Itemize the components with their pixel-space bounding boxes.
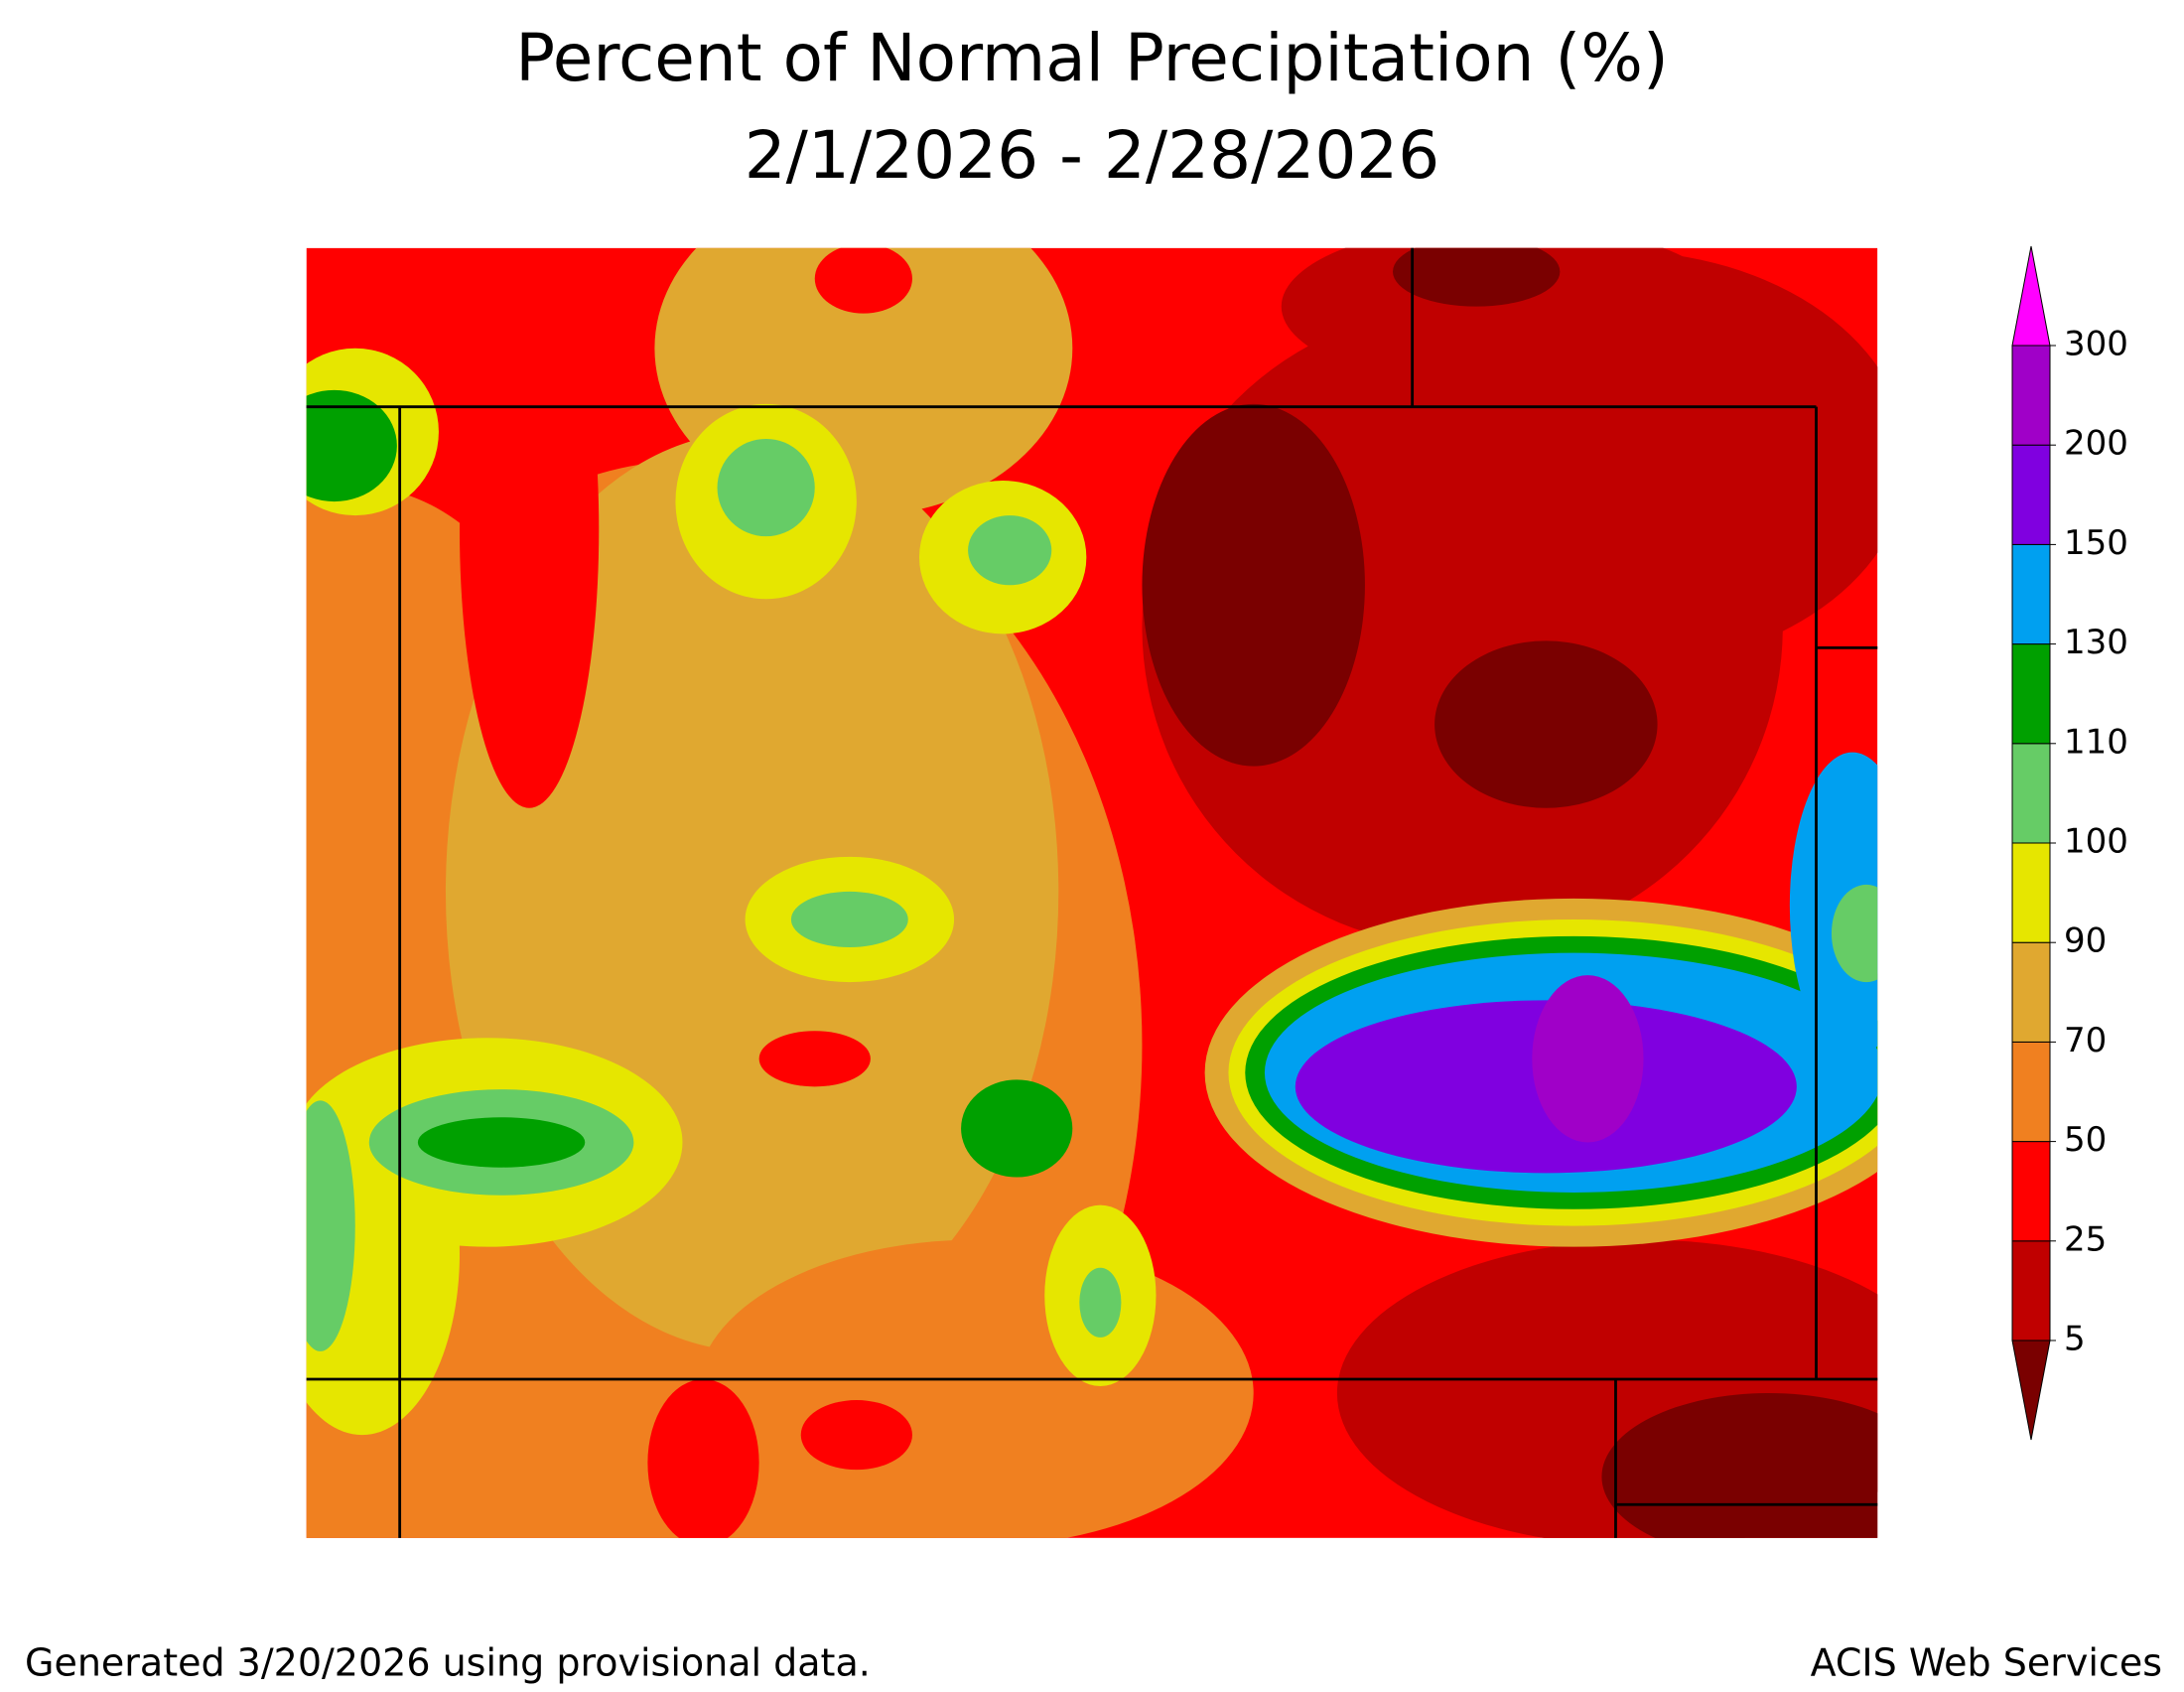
legend-tick-label: 25 (2064, 1219, 2107, 1259)
subtitle: 2/1/2026 - 2/28/2026 (745, 117, 1440, 194)
legend-bin (2011, 743, 2051, 844)
legend-tick-label: 300 (2064, 325, 2128, 364)
contour-region (800, 1400, 912, 1471)
contour-region (306, 389, 397, 502)
title: Percent of Normal Precipitation (%) (515, 20, 1668, 96)
footer-right: ACIS Web Services (1811, 1641, 2162, 1685)
legend-tick-label: 70 (2064, 1021, 2107, 1060)
contour-region (306, 1100, 355, 1351)
legend-arrow-high (2011, 245, 2051, 347)
legend-bin (2011, 941, 2051, 1043)
contour-region (1532, 975, 1644, 1143)
legend-bin (2011, 444, 2051, 545)
legend-tick-label: 110 (2064, 722, 2128, 762)
contour-region (814, 247, 912, 314)
legend-bin (2011, 1141, 2051, 1242)
footer-left: Generated 3/20/2026 using provisional da… (25, 1641, 871, 1685)
legend-tick-label: 200 (2064, 424, 2128, 464)
legend-bin (2011, 1041, 2051, 1143)
contour-region (1434, 640, 1658, 808)
contour-region (459, 250, 600, 808)
contour-region (1393, 247, 1561, 307)
legend-bin (2011, 643, 2051, 745)
state-borders (306, 247, 1878, 1538)
legend-bin (2011, 1240, 2051, 1341)
contour-region (1281, 247, 1727, 390)
color-legend: 5 25 50 70 90 100 110 130 150 200 300 (2011, 245, 2128, 1441)
contour-region (1079, 1267, 1122, 1338)
legend-bin (2011, 345, 2051, 446)
contour-region (961, 1079, 1073, 1178)
contour-region (696, 1239, 1254, 1538)
legend-tick-label: 150 (2064, 523, 2128, 563)
legend-bin (2011, 543, 2051, 645)
contour-region (758, 1031, 871, 1087)
legend-tick-label: 50 (2064, 1120, 2107, 1160)
contour-region (1601, 1393, 1878, 1538)
map (306, 247, 1878, 1538)
legend-tick-label: 90 (2064, 921, 2107, 961)
legend-tick-label: 100 (2064, 822, 2128, 862)
contour-region (1142, 403, 1365, 767)
contour-region (1831, 884, 1878, 983)
legend-tick-label: 5 (2064, 1320, 2086, 1359)
contour-region (968, 515, 1052, 586)
legend-tick-label: 130 (2064, 623, 2128, 662)
contour-region (717, 438, 815, 537)
contour-region (417, 1117, 586, 1168)
legend-arrow-low (2011, 1340, 2051, 1441)
contour-region (790, 891, 908, 948)
contour-region (647, 1378, 759, 1538)
contour-region (1789, 752, 1878, 1059)
legend-bin (2011, 842, 2051, 943)
